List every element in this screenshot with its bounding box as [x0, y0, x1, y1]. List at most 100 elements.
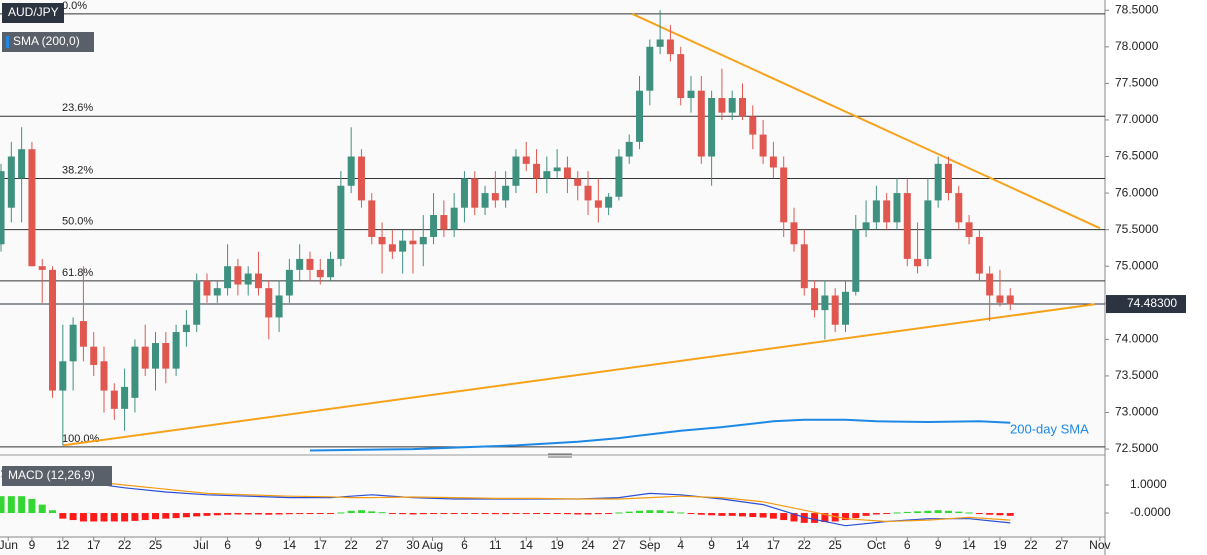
candle-body [38, 266, 46, 270]
x-tick-label: 22 [344, 538, 358, 552]
macd-histogram-bar [90, 513, 98, 522]
x-tick-label: 22 [118, 538, 132, 552]
trendline [631, 12, 1101, 230]
macd-histogram-bar [903, 511, 911, 514]
candle-body [131, 346, 139, 398]
candle-body [491, 193, 499, 201]
candle-body [347, 156, 355, 186]
y-tick-label: 73.5000 [1115, 368, 1159, 382]
candle-body [409, 240, 417, 245]
candle-body [769, 156, 777, 168]
candle-body [975, 236, 983, 274]
candle-body [811, 288, 819, 311]
macd-histogram-bar [285, 513, 293, 515]
candle-body [28, 149, 36, 267]
candle-body [831, 295, 839, 325]
y-tick-label: 78.0000 [1115, 39, 1159, 53]
y-tick-label: 73.0000 [1115, 405, 1159, 419]
candle-body [914, 258, 922, 267]
fib-level-label: 61.8% [62, 267, 93, 279]
indicator-box [2, 32, 94, 52]
candle-body [615, 156, 623, 197]
macd-histogram-bar [172, 513, 180, 519]
macd-histogram-bar [7, 496, 15, 514]
macd-histogram-bar [872, 513, 880, 515]
y-tick-label: 77.0000 [1115, 112, 1159, 126]
candle-body [522, 156, 530, 164]
candle-body [749, 116, 757, 135]
x-tick-label: Nov [1089, 538, 1110, 552]
candle-body [759, 134, 767, 157]
candle-body [388, 244, 396, 252]
plot-background [0, 0, 1105, 555]
x-tick-label: 19 [550, 538, 564, 552]
macd-histogram-bar [563, 513, 571, 515]
macd-histogram-bar [574, 513, 582, 515]
macd-histogram-bar [831, 513, 839, 522]
y-tick-label: 78.5000 [1115, 2, 1159, 16]
macd-histogram-bar [883, 513, 891, 515]
macd-histogram-bar [986, 513, 994, 515]
candle-body [0, 171, 5, 245]
macd-histogram-bar [944, 510, 952, 514]
macd-histogram-bar [265, 513, 273, 515]
candle-body [193, 280, 201, 325]
macd-histogram-bar [481, 513, 489, 515]
x-tick-label: 27 [375, 538, 389, 552]
macd-histogram-bar [594, 513, 602, 515]
macd-histogram-bar [368, 511, 376, 514]
candle-body [862, 222, 870, 230]
x-tick-label: 25 [149, 538, 163, 552]
macd-y-tick-label: -0.0000 [1130, 505, 1171, 519]
candle-body [90, 346, 98, 365]
symbol-box [2, 3, 64, 23]
candle-body [110, 390, 118, 409]
candle-body [543, 171, 551, 179]
candle-body [708, 98, 716, 157]
candle-body [553, 167, 561, 172]
macd-y-tick-label: 1.0000 [1130, 477, 1167, 491]
candle-body [79, 321, 87, 347]
macd-histogram-bar [852, 513, 860, 519]
macd-histogram-bar [69, 513, 77, 521]
candle-body [687, 90, 695, 99]
candle-body [883, 200, 891, 223]
candle-body [234, 266, 242, 285]
candle-body [265, 288, 273, 318]
candle-body [471, 178, 479, 208]
macd-histogram-bar [790, 513, 798, 522]
candle-body [821, 295, 829, 311]
indicator-label: SMA (200,0) [13, 34, 80, 48]
candle-body [739, 98, 747, 117]
sma-line [309, 418, 1011, 452]
macd-histogram-bar [100, 513, 108, 522]
macd-histogram-bar [152, 513, 160, 520]
macd-histogram-bar [49, 510, 57, 514]
macd-histogram-bar [934, 510, 942, 514]
macd-histogram-bar [759, 513, 767, 518]
macd-histogram-bar [533, 513, 541, 515]
candle-body [955, 193, 963, 223]
macd-histogram-bar [718, 513, 726, 516]
macd-histogram-bar [450, 513, 458, 515]
x-tick-label: 27 [1055, 538, 1069, 552]
candle-body [996, 295, 1004, 303]
x-tick-label: 14 [962, 538, 976, 552]
x-tick-label: Aug [422, 538, 443, 552]
macd-histogram-bar [914, 511, 922, 514]
fib-level-label: 23.6% [62, 102, 93, 114]
macd-histogram-bar [440, 513, 448, 515]
macd-histogram-bar [512, 513, 520, 515]
candle-body [254, 273, 262, 289]
macd-histogram-bar [666, 511, 674, 514]
x-tick-label: 9 [255, 538, 262, 552]
macd-histogram-bar [193, 513, 201, 517]
macd-histogram-bar [79, 513, 87, 522]
x-tick-label: 17 [87, 538, 101, 552]
candle-body [790, 222, 798, 245]
candle-body [121, 386, 129, 409]
x-tick-label: 14 [283, 538, 297, 552]
macd-histogram-bar [522, 513, 530, 515]
candle-body [172, 332, 180, 369]
macd-histogram-bar [430, 513, 438, 515]
